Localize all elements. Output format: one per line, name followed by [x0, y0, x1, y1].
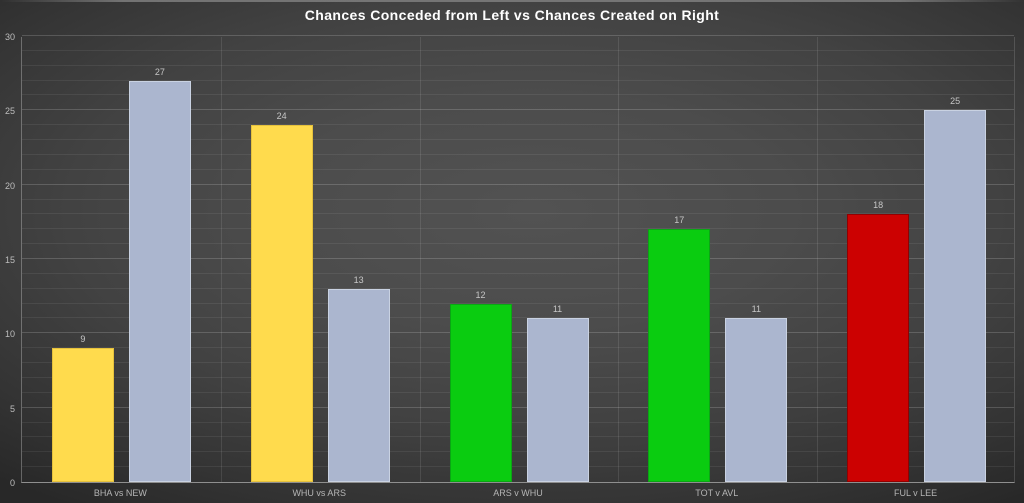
minor-gridline: [22, 376, 1014, 378]
category-separator-line: [618, 37, 620, 482]
minor-gridline: [22, 64, 1014, 66]
plot-area: 9 24 12 17 18 27 13 11 11 25: [21, 35, 1015, 483]
bar-bha-vs-new-s1: [51, 348, 114, 482]
data-label: 25: [950, 96, 961, 107]
minor-gridline: [22, 79, 1014, 81]
x-axis-category-label: FUL v LEE: [893, 488, 938, 498]
y-axis-tick-label: 30: [4, 32, 15, 42]
minor-gridline: [22, 347, 1014, 349]
minor-gridline: [22, 391, 1014, 393]
data-label: 17: [674, 215, 685, 226]
category-separator-line: [419, 37, 421, 482]
major-gridline: [22, 35, 1014, 36]
bar-ful-v-lee-s1: [847, 214, 910, 482]
minor-gridline: [22, 213, 1014, 215]
minor-gridline: [22, 153, 1014, 155]
x-axis-category-label: BHA vs NEW: [93, 488, 147, 498]
bar-ars-v-whu-s1: [449, 303, 512, 482]
category-separator-line: [817, 37, 819, 482]
bar-whu-vs-ars-s1: [250, 125, 313, 482]
y-axis-tick-label: 25: [4, 106, 15, 117]
y-axis-tick-label: 15: [4, 255, 15, 265]
bar-tot-v-avl-s2: [725, 318, 788, 482]
minor-gridline: [22, 49, 1014, 51]
bar-ful-v-lee-s2: [924, 110, 987, 482]
minor-gridline: [22, 421, 1014, 423]
data-label: 27: [154, 66, 165, 77]
x-axis-category-label: ARS v WHU: [493, 488, 543, 498]
minor-gridline: [22, 139, 1014, 141]
y-axis-tick-label: 0: [9, 478, 15, 488]
minor-gridline: [22, 124, 1014, 126]
major-gridline: [22, 258, 1014, 259]
major-gridline: [22, 183, 1014, 185]
bar-whu-vs-ars-s2: [327, 288, 390, 482]
minor-gridline: [22, 287, 1014, 289]
data-label: 9: [80, 334, 86, 345]
bar-bha-vs-new-s2: [128, 80, 191, 482]
minor-gridline: [22, 302, 1014, 304]
data-label: 24: [276, 111, 287, 122]
minor-gridline: [22, 243, 1014, 245]
minor-gridline: [22, 94, 1014, 96]
minor-gridline: [22, 168, 1014, 170]
minor-gridline: [22, 272, 1014, 274]
window-top-highlight: [0, 0, 1024, 2]
chart-title: Chances Conceded from Left vs Chances Cr…: [304, 7, 720, 23]
minor-gridline: [22, 466, 1014, 468]
data-label: 18: [873, 200, 884, 211]
data-label: 12: [475, 289, 486, 300]
bar-ars-v-whu-s2: [526, 318, 589, 482]
minor-gridline: [22, 317, 1014, 319]
x-axis-category-label: TOT v AVL: [695, 488, 739, 498]
minor-gridline: [22, 436, 1014, 438]
bar-tot-v-avl-s1: [648, 229, 711, 482]
category-separator-line: [220, 37, 222, 482]
y-axis-tick-label: 5: [9, 403, 15, 414]
minor-gridline: [22, 451, 1014, 453]
minor-gridline: [22, 228, 1014, 230]
minor-gridline: [22, 362, 1014, 364]
x-axis-category-label: WHU vs ARS: [292, 488, 346, 498]
major-gridline: [22, 332, 1014, 334]
minor-gridline: [22, 198, 1014, 200]
y-axis-tick-label: 10: [4, 329, 15, 340]
y-axis-tick-label: 20: [4, 180, 15, 191]
data-label: 13: [353, 274, 364, 285]
major-gridline: [22, 109, 1014, 111]
data-label: 11: [751, 304, 761, 315]
major-gridline: [22, 406, 1014, 408]
data-label: 11: [552, 304, 563, 315]
